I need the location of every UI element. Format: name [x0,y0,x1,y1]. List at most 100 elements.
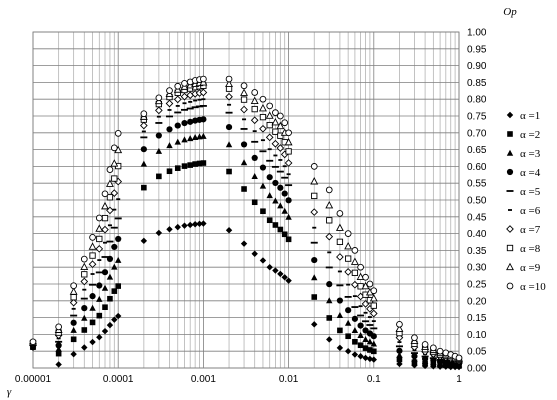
point-triangle [266,192,273,199]
point-dash-short [201,98,206,101]
legend-label: α =3 [520,148,541,160]
point-dash-short [286,173,291,176]
legend-marker [507,131,513,137]
point-circle-open [351,247,359,254]
point-diamond [140,237,148,245]
point-circle [240,141,248,148]
point-triangle [344,319,352,326]
point-dash-short [337,270,342,273]
point-diamond-open [165,99,174,108]
point-diamond-open [140,121,148,130]
point-circle-open [89,234,96,241]
point-dash-short [397,341,402,343]
y-tick-label: 0.95 [467,44,487,55]
point-dash-long [276,170,284,173]
point-dash-long [325,266,333,269]
point-circle-open [225,75,233,83]
point-diamond [272,267,279,274]
point-square [241,186,247,192]
point-diamond-open [336,253,344,261]
point-circle-open [436,347,444,355]
point-square [156,173,162,180]
point-triangle-open [276,121,285,130]
point-diamond [115,312,122,320]
x-axis-label: γ [7,386,12,398]
point-circle [311,256,318,264]
point-circle-open [421,341,429,348]
point-dash-long [180,108,188,111]
point-triangle [96,295,103,302]
point-circle [96,282,103,289]
point-dash-long [344,295,352,298]
point-circle-open [251,89,259,96]
point-triangle [111,263,118,270]
point-diamond-open [95,245,104,253]
point-triangle [357,332,364,339]
point-dash-long [362,320,370,323]
point-square-open [311,192,318,200]
point-square [251,199,258,206]
point-diamond [311,321,318,328]
point-diamond [81,344,88,351]
y-tick-labels: 0.00 0.05 0.10 0.15 0.20 0.25 0.30 0.35 0.40 0.45… [467,28,487,375]
point-diamond-open [69,298,78,307]
legend-label: α =8 [520,243,541,255]
point-circle-open [281,119,289,127]
point-diamond [111,316,118,323]
point-dash-long [266,159,274,162]
point-triangle [351,326,359,333]
point-dash-long [95,271,103,274]
point-circle [411,353,418,360]
point-dash-short [182,102,187,105]
point-circle-open [106,166,114,173]
point-circle-open [272,109,279,116]
point-circle-open [174,82,182,90]
point-dash-short [273,154,278,157]
point-circle-open [357,263,364,271]
point-square [192,161,198,167]
point-dash-long [357,314,365,317]
point-triangle-open [344,241,353,250]
point-dash-short [367,316,372,318]
point-circle-open [110,144,118,152]
legend-marker [506,168,514,176]
point-diamond-open [155,106,163,115]
point-circle [326,281,333,288]
point-triangle [277,202,284,209]
point-square [89,319,96,326]
point-triangle [101,284,109,291]
point-dash-long [395,345,403,348]
legend-label: α =6 [520,205,541,217]
point-square [96,312,103,319]
point-square [260,208,266,215]
x-tick-label: 0.001 [191,374,216,385]
point-dash-short [197,98,202,101]
point-dash-short [82,288,87,291]
point-dash-long [370,327,378,330]
point-dash-short [278,159,283,161]
point-diamond [191,221,199,228]
point-circle-open [181,80,188,87]
point-diamond [396,360,403,368]
point-square [174,165,181,171]
point-dash-long [251,140,259,143]
point-triangle-open [259,103,267,112]
point-dash-short [116,198,121,201]
point-circle [155,132,162,139]
point-triangle-open [88,242,97,250]
point-circle [101,269,109,276]
point-square-open [259,113,267,121]
point-circle-open [155,94,163,102]
point-triangle [166,142,173,149]
point-triangle [187,135,194,142]
point-dash-long [70,314,78,317]
point-triangle-open [101,201,109,210]
point-square-open [285,148,292,155]
point-circle-open [114,129,122,137]
point-dash-long [351,306,359,308]
point-dash-long [410,352,418,355]
x-tick-label: 0.0001 [103,374,134,385]
point-dash-long [366,324,374,326]
point-triangle [140,160,148,167]
point-square [226,168,232,175]
